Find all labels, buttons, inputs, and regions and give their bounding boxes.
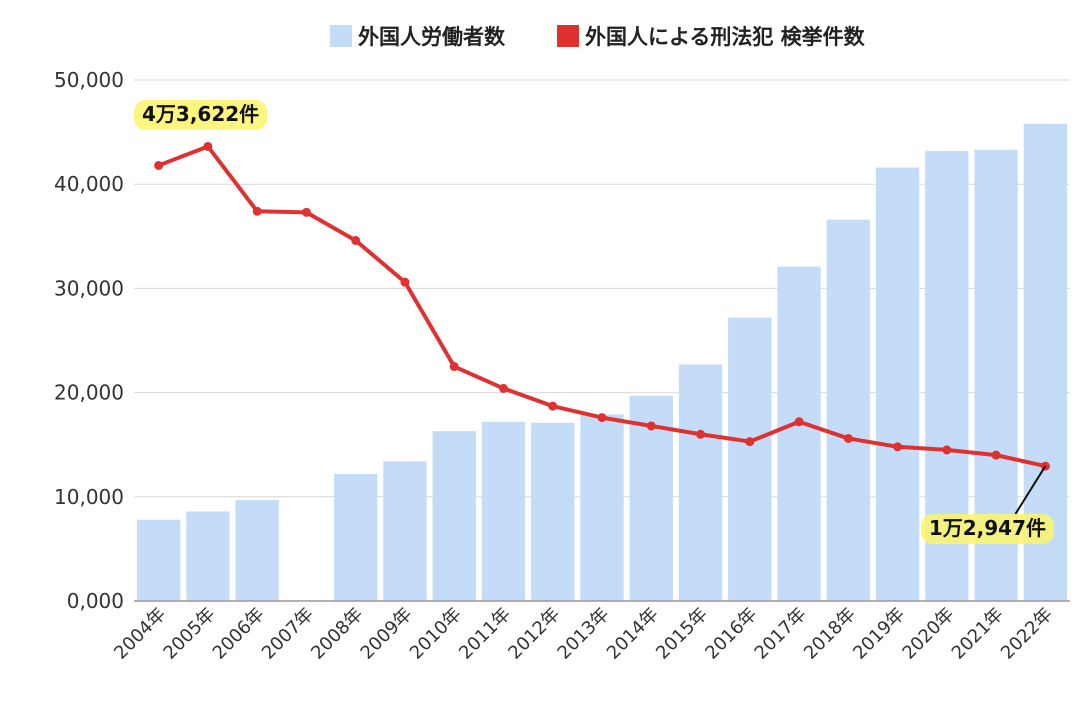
legend-label-crimes: 外国人による刑法犯 検挙件数	[585, 25, 866, 49]
annotation: 4万3,622件	[134, 100, 268, 130]
bar	[826, 219, 870, 602]
legend-swatch-line	[557, 25, 579, 47]
annotation-leader	[1014, 465, 1047, 515]
bar	[383, 461, 427, 601]
x-tick-label: 2019年	[849, 604, 909, 664]
annotation-highlight	[134, 100, 268, 130]
x-tick-label: 2022年	[997, 604, 1057, 664]
annotation-highlight	[920, 514, 1054, 544]
y-tick-label: 50,000	[54, 68, 124, 92]
y-tick-labels: 0,000 10,000 20,000 30,000 40,000 50,000	[54, 68, 124, 613]
line-point	[942, 445, 952, 455]
x-tick-label: 2021年	[948, 604, 1008, 664]
legend-swatch-bar	[330, 25, 352, 47]
bar	[777, 266, 821, 601]
line-point	[449, 362, 459, 372]
y-tick-label: 40,000	[54, 172, 124, 196]
legend-label-workers: 外国人労働者数	[358, 25, 506, 49]
line-point	[893, 442, 903, 452]
x-tick-label: 2012年	[504, 604, 564, 664]
line-point	[252, 206, 262, 216]
line-point	[548, 401, 558, 411]
x-tick-label: 2007年	[258, 604, 318, 664]
annotation: 1万2,947件	[920, 514, 1054, 544]
bar	[580, 414, 624, 601]
x-tick-label: 2020年	[898, 604, 958, 664]
y-tick-label: 10,000	[54, 485, 124, 509]
line-point	[400, 277, 410, 287]
x-tick-label: 2013年	[554, 604, 614, 664]
bar	[334, 473, 378, 601]
line-point	[351, 235, 361, 245]
line-point	[597, 413, 607, 423]
x-tick-label: 2014年	[603, 604, 663, 664]
bars	[136, 123, 1068, 602]
bar	[432, 431, 476, 601]
line-point	[696, 429, 706, 439]
y-tick-label: 30,000	[54, 276, 124, 300]
line-point	[203, 141, 213, 151]
line-point	[991, 450, 1001, 460]
bar	[186, 511, 230, 601]
line-point	[843, 433, 853, 443]
bar	[481, 421, 526, 601]
line-point	[794, 417, 804, 427]
x-tick-label: 2017年	[751, 604, 811, 664]
x-tick-label: 2009年	[357, 604, 417, 664]
crime-series	[154, 141, 1050, 471]
bar	[875, 167, 920, 601]
x-tick-label: 2011年	[455, 604, 515, 664]
line-point	[301, 207, 311, 217]
bar	[235, 499, 279, 601]
bar	[136, 519, 181, 601]
x-tick-label: 2008年	[307, 604, 367, 664]
x-tick-label: 2006年	[209, 604, 269, 664]
legend: 外国人労働者数 外国人による刑法犯 検挙件数	[330, 25, 866, 49]
x-tick-labels: 2004年2005年2006年2007年2008年2009年2010年2011年…	[110, 604, 1057, 664]
x-tick-label: 2015年	[652, 604, 712, 664]
annotations: 4万3,622件 1万2,947件	[134, 100, 1054, 544]
annotation-label: 4万3,622件	[142, 102, 259, 126]
bar	[531, 422, 575, 601]
y-tick-label: 0,000	[67, 589, 124, 613]
x-tick-label: 2005年	[159, 604, 219, 664]
x-tick-label: 2016年	[701, 604, 761, 664]
line-point	[154, 160, 164, 170]
x-tick-label: 2010年	[406, 604, 466, 664]
line-point	[745, 437, 755, 447]
line-point	[646, 421, 656, 431]
x-tick-label: 2018年	[800, 604, 860, 664]
y-tick-label: 20,000	[54, 381, 124, 405]
annotation-label: 1万2,947件	[929, 516, 1046, 540]
bar	[678, 364, 723, 601]
line-point	[498, 383, 508, 393]
bar	[728, 317, 772, 601]
